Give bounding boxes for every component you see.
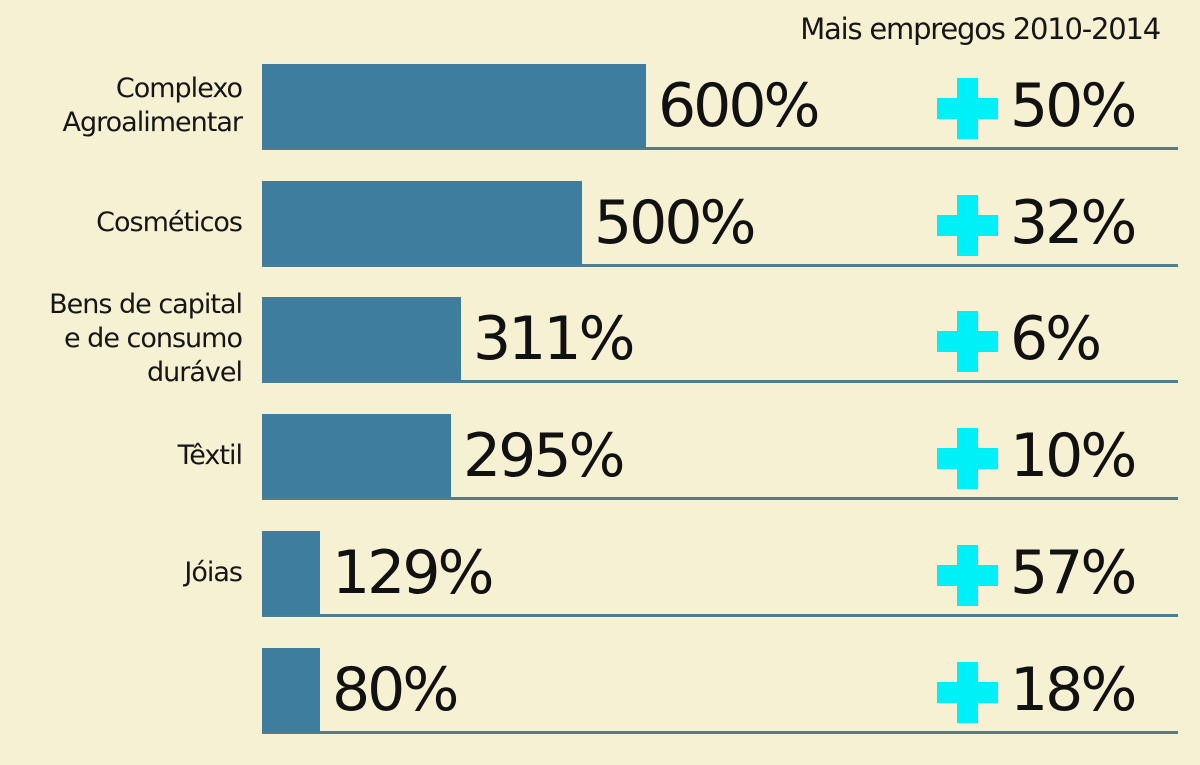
chart-row: Complexo Agroalimentar 600% 50% [0,64,1200,181]
growth-value: 600% [658,71,821,141]
chart-row: Cosméticos 500% 32% [0,181,1200,298]
chart-row: 80% 18% [0,648,1200,765]
category-label-line: Agroalimentar [62,107,243,138]
growth-bar [262,531,320,615]
plus-icon [937,662,998,723]
growth-bar [262,181,582,265]
category-label-line: Têxtil [177,440,243,471]
row-baseline [262,264,1178,267]
category-label: Têxtil [0,414,243,498]
chart-row: Têxtil 295% 10% [0,414,1200,531]
category-label: Cosméticos [0,181,243,265]
employment-value: 10% [1010,421,1137,491]
employment-column-header: Mais empregos 2010-2014 [800,12,1161,46]
category-label-line: Complexo [115,73,243,104]
category-label [0,648,242,732]
employment-value: 50% [1010,71,1137,141]
category-label: Bens de capital e de consumo durável [0,289,243,388]
row-baseline [262,147,1178,150]
chart-row: Jóias 129% 57% [0,531,1200,648]
employment-value: 6% [1010,304,1102,374]
growth-bar [262,297,461,381]
category-label-line: e de consumo [63,323,243,354]
category-label-line: Cosméticos [96,207,243,238]
employment-value: 57% [1010,538,1137,608]
row-baseline [262,497,1178,500]
growth-bar [262,64,646,148]
category-label-line: Jóias [184,557,243,588]
growth-value: 129% [332,538,495,608]
category-label-line: durável [147,357,243,388]
plus-icon [937,195,998,256]
row-baseline [262,380,1178,383]
growth-bar [262,414,451,498]
plus-icon [937,311,998,372]
chart-row: Bens de capital e de consumo durável 311% 6% [0,289,1200,414]
employment-value: 32% [1010,188,1137,258]
growth-value: 80% [332,655,459,725]
row-baseline [262,614,1178,617]
growth-value: 295% [463,421,626,491]
plus-icon [937,78,998,139]
growth-bar [262,648,320,732]
employment-value: 18% [1010,655,1137,725]
plus-icon [937,428,998,489]
category-label: Jóias [0,531,243,615]
growth-value: 311% [473,304,636,374]
row-baseline [262,731,1178,734]
category-label-line: Bens de capital [49,289,243,320]
category-label: Complexo Agroalimentar [0,64,243,148]
plus-icon [937,545,998,606]
growth-value: 500% [594,188,757,258]
